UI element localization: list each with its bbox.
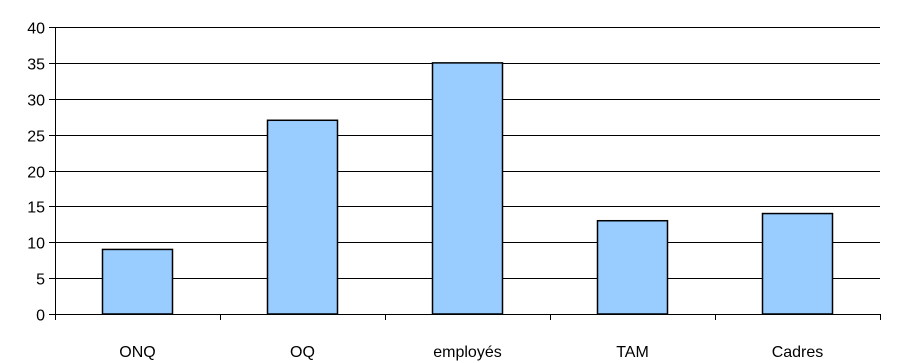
y-tick-label: 35 — [27, 57, 45, 74]
x-tick-label: TAM — [616, 344, 649, 361]
y-tick-labels: 0 5 10 15 20 25 30 35 40 — [27, 21, 45, 325]
bars — [101, 62, 834, 315]
y-tick-label: 40 — [27, 21, 45, 38]
y-tick-label: 30 — [27, 93, 45, 110]
x-tick-label: ONQ — [119, 344, 155, 361]
y-tick-label: 15 — [27, 200, 45, 217]
bar-onq — [101, 248, 174, 315]
y-tick-label: 0 — [36, 308, 45, 325]
x-tick-labels: ONQ OQ employés TAM Cadres — [119, 344, 823, 361]
x-tick-label: employés — [433, 344, 501, 361]
y-tick-label: 25 — [27, 129, 45, 146]
y-tick-label: 20 — [27, 165, 45, 182]
bar-tam — [596, 219, 669, 315]
bar-oq — [266, 119, 339, 315]
axes — [49, 27, 881, 320]
bar-employés — [431, 62, 504, 315]
x-tick-label: OQ — [290, 344, 315, 361]
x-tick-label: Cadres — [772, 344, 824, 361]
bar-cadres — [761, 212, 834, 315]
y-tick-label: 10 — [27, 236, 45, 253]
y-tick-label: 5 — [36, 272, 45, 289]
